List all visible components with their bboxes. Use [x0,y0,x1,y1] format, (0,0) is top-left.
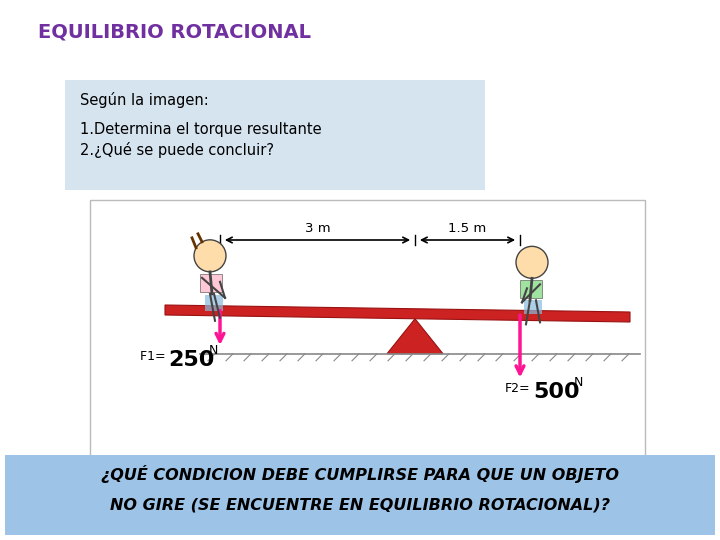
Text: 3 m: 3 m [305,222,330,235]
Text: F2=: F2= [505,382,531,395]
Polygon shape [387,319,443,354]
Text: EQUILIBRIO ROTACIONAL: EQUILIBRIO ROTACIONAL [38,22,311,41]
Text: Según la imagen:: Según la imagen: [80,92,209,108]
Text: 250: 250 [168,350,215,370]
Circle shape [194,240,226,272]
Polygon shape [165,305,630,322]
Text: ¿QUÉ CONDICION DEBE CUMPLIRSE PARA QUE UN OBJETO: ¿QUÉ CONDICION DEBE CUMPLIRSE PARA QUE U… [101,465,619,483]
Text: 1.Determina el torque resultante: 1.Determina el torque resultante [80,122,322,137]
Text: N: N [205,344,218,357]
Text: F1=: F1= [140,350,170,363]
Bar [65,80,485,190]
Text: 500: 500 [533,382,580,402]
Bar [524,300,542,314]
Bar [90,200,645,470]
Text: 2.¿Qué se puede concluir?: 2.¿Qué se puede concluir? [80,142,274,158]
Bar [5,455,715,535]
Bar [205,295,223,311]
Text: N: N [570,376,583,389]
Text: NO GIRE (SE ENCUENTRE EN EQUILIBRIO ROTACIONAL)?: NO GIRE (SE ENCUENTRE EN EQUILIBRIO ROTA… [110,497,610,512]
Bar [520,280,542,298]
Bar [200,274,222,292]
Circle shape [516,246,548,278]
Text: 1.5 m: 1.5 m [449,222,487,235]
